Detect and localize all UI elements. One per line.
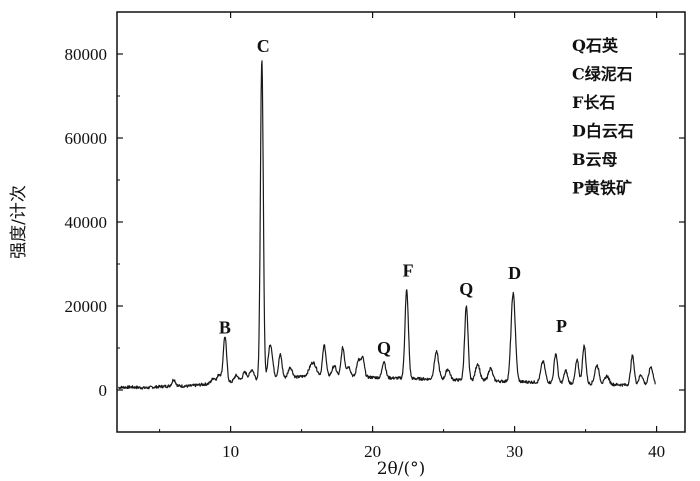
x-tick-label: 20 [364,442,381,461]
peak-label-Q: Q [459,279,473,299]
diffraction-pattern-line [118,60,656,390]
legend-entry: Q石英 [572,36,619,55]
y-axis-title: 强度/计次 [9,185,29,259]
legend-entry: B云母 [572,150,618,169]
x-tick-label: 40 [648,442,665,461]
y-tick-label: 80000 [65,45,108,64]
legend-entry: P黄铁矿 [572,179,632,198]
y-tick-label: 0 [99,381,108,400]
peak-label-Q: Q [377,338,391,358]
legend-entry: C绿泥石 [572,65,633,84]
y-tick-label: 40000 [65,213,108,232]
y-tick-label: 20000 [65,297,108,316]
y-tick-label: 60000 [65,129,108,148]
tick-labels: 10 20 30 40 0 20000 40000 60000 80000 [65,45,666,461]
x-tick-label: 30 [506,442,523,461]
peak-label-B: B [219,317,231,337]
peak-label-C: C [257,36,270,56]
x-tick-label: 10 [222,442,239,461]
legend: Q石英 C绿泥石 F长石 D白云石 B云母 P黄铁矿 [572,36,634,198]
peak-label-D: D [508,263,521,283]
tick-marks [117,12,685,432]
peak-labels: B C Q F Q D P [219,36,567,358]
x-axis-title: 2θ/(°) [377,459,426,479]
legend-entry: F长石 [572,93,615,112]
peak-label-P: P [556,316,567,336]
peak-label-F: F [403,261,414,281]
legend-entry: D白云石 [572,122,634,141]
